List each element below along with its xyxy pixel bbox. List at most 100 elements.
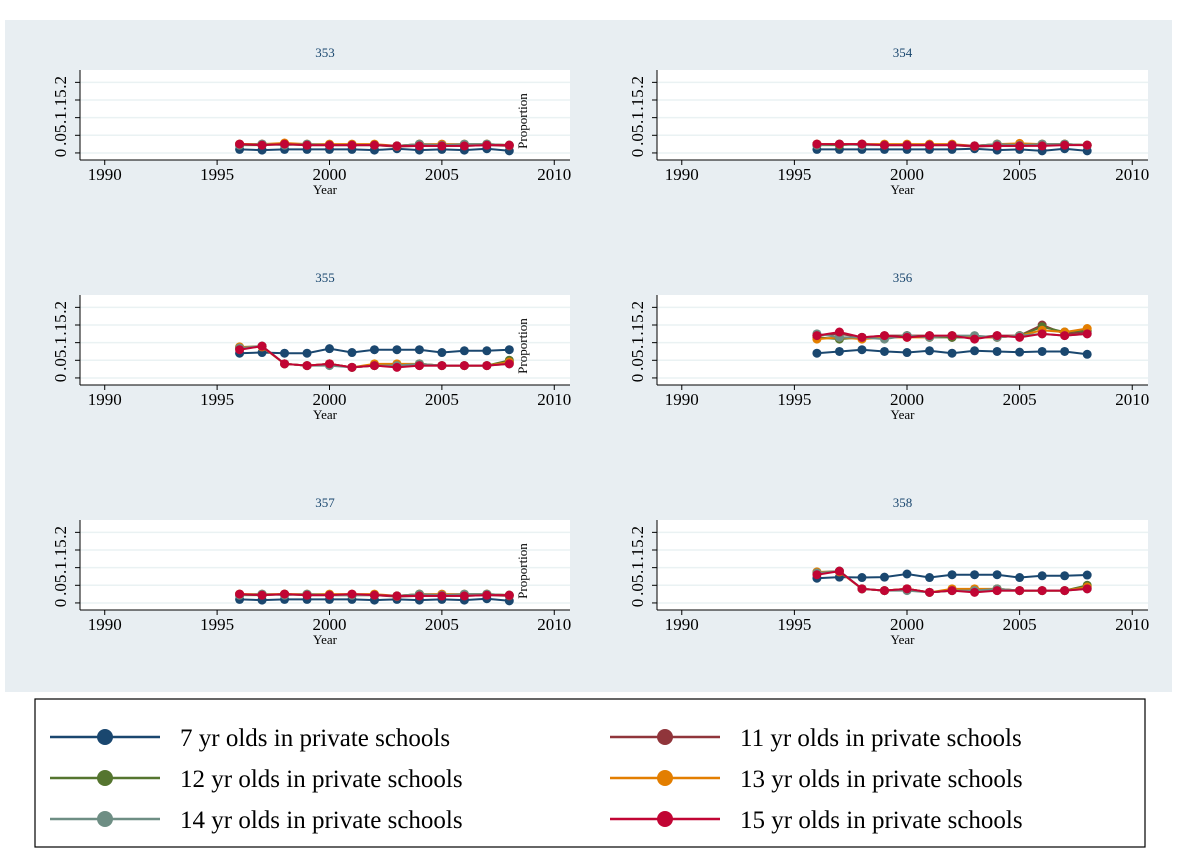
x-tick-label: 1995 <box>200 390 234 409</box>
series-marker <box>902 332 912 342</box>
series-marker <box>947 140 957 150</box>
series-marker <box>1037 346 1047 356</box>
series-marker <box>280 589 290 599</box>
series-marker <box>347 362 357 372</box>
series-marker <box>925 573 935 583</box>
series-marker <box>257 341 267 351</box>
y-tick-label: .05 <box>628 575 647 596</box>
plot-area <box>80 295 570 385</box>
legend-marker <box>97 770 113 786</box>
series-marker <box>392 345 402 355</box>
series-marker <box>902 584 912 594</box>
y-tick-label: 0 <box>628 149 647 158</box>
series-marker <box>459 346 469 356</box>
x-tick-label: 1995 <box>200 615 234 634</box>
series-marker <box>1060 140 1070 150</box>
x-tick-label: 2010 <box>537 615 571 634</box>
series-marker <box>302 590 312 600</box>
series-marker <box>459 591 469 601</box>
x-tick-label: 1990 <box>88 165 122 184</box>
plot-area <box>80 70 570 160</box>
y-axis-label: Proportion <box>515 93 530 149</box>
legend-box <box>34 698 1146 848</box>
series-marker <box>834 566 844 576</box>
series-marker <box>857 573 867 583</box>
x-axis-label: Year <box>891 182 916 197</box>
x-tick-label: 2010 <box>537 390 571 409</box>
series-marker <box>812 570 822 580</box>
x-tick-label: 2010 <box>1115 390 1149 409</box>
series-marker <box>992 141 1002 151</box>
series-marker <box>992 346 1002 356</box>
y-tick-label: .1 <box>628 111 647 124</box>
series-marker <box>1060 331 1070 341</box>
y-tick-label: .15 <box>628 89 647 110</box>
y-tick-label: .15 <box>628 539 647 560</box>
series-marker <box>1060 571 1070 581</box>
series-marker <box>504 590 514 600</box>
legend-marker <box>657 729 673 745</box>
x-tick-label: 2000 <box>890 390 924 409</box>
series-marker <box>947 586 957 596</box>
series-marker <box>482 590 492 600</box>
series-marker <box>459 361 469 371</box>
y-tick-label: .1 <box>51 111 70 124</box>
x-tick-label: 2005 <box>425 165 459 184</box>
series-marker <box>1060 586 1070 596</box>
series-marker <box>947 331 957 341</box>
x-tick-label: 1990 <box>665 390 699 409</box>
y-tick-label: .05 <box>51 350 70 371</box>
y-tick-label: 0 <box>51 599 70 608</box>
series-marker <box>302 140 312 150</box>
x-tick-label: 2000 <box>890 165 924 184</box>
series-marker <box>369 140 379 150</box>
series-marker <box>902 569 912 579</box>
panel-title: 357 <box>315 495 335 510</box>
series-marker <box>857 332 867 342</box>
y-tick-label: 0 <box>51 374 70 383</box>
series-marker <box>1082 570 1092 580</box>
series-marker <box>1037 141 1047 151</box>
series-marker <box>947 348 957 358</box>
series-marker <box>459 141 469 151</box>
series-marker <box>902 348 912 358</box>
series-marker <box>347 140 357 150</box>
series-marker <box>257 590 267 600</box>
series-marker <box>324 344 334 354</box>
legend-label: 14 yr olds in private schools <box>180 807 463 834</box>
series-marker <box>879 331 889 341</box>
series-marker <box>369 361 379 371</box>
panel-title: 356 <box>893 270 913 285</box>
legend-label: 15 yr olds in private schools <box>740 807 1023 834</box>
series-marker <box>1082 140 1092 150</box>
series-marker <box>302 348 312 358</box>
series-marker <box>392 591 402 601</box>
series-marker <box>812 331 822 341</box>
series-marker <box>324 140 334 150</box>
series-marker <box>992 570 1002 580</box>
panel-title: 354 <box>893 45 913 60</box>
series-marker <box>257 140 267 150</box>
x-tick-label: 1990 <box>88 615 122 634</box>
series-marker <box>970 334 980 344</box>
series-marker <box>1082 329 1092 339</box>
x-tick-label: 2010 <box>537 165 571 184</box>
series-marker <box>1037 329 1047 339</box>
x-axis-label: Year <box>891 632 916 647</box>
series-marker <box>504 359 514 369</box>
panel-title: 355 <box>315 270 335 285</box>
series-marker <box>1082 584 1092 594</box>
x-tick-label: 2000 <box>312 615 346 634</box>
series-marker <box>925 331 935 341</box>
x-tick-label: 1995 <box>200 165 234 184</box>
series-marker <box>1060 346 1070 356</box>
series-marker <box>347 348 357 358</box>
series-marker <box>482 346 492 356</box>
series-marker <box>280 348 290 358</box>
series-marker <box>992 586 1002 596</box>
x-tick-label: 2005 <box>1003 390 1037 409</box>
series-marker <box>235 589 245 599</box>
series-marker <box>947 570 957 580</box>
series-marker <box>812 348 822 358</box>
x-tick-label: 2005 <box>1003 615 1037 634</box>
